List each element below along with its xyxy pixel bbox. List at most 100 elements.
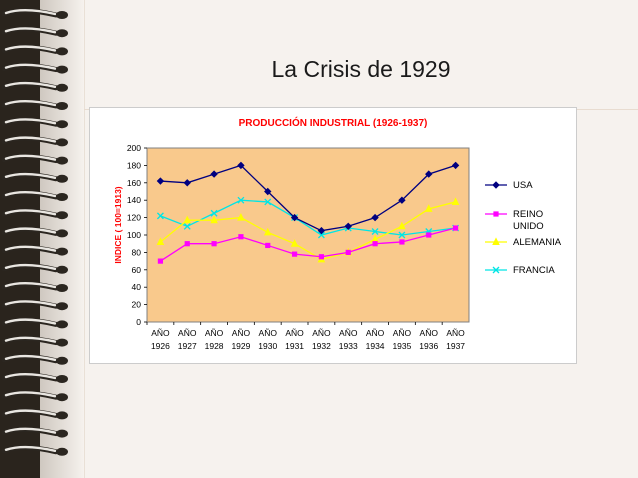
y-tick-label: 120 xyxy=(127,213,141,223)
binder-ring xyxy=(1,62,68,74)
series-line-usa xyxy=(160,164,456,232)
binder-ring xyxy=(1,190,68,201)
legend-item-francia: FRANCIA xyxy=(485,265,555,276)
x-tick-label: 1935 xyxy=(392,341,411,351)
x-tick-label: 1931 xyxy=(285,341,304,351)
binder-ring xyxy=(1,208,68,220)
data-point-reino-unido xyxy=(318,254,325,260)
data-point-reino-unido xyxy=(452,225,459,231)
x-tick-label: 1929 xyxy=(231,341,250,351)
binder-rings xyxy=(1,8,68,456)
legend-marker xyxy=(492,181,500,189)
data-point-usa xyxy=(425,170,433,178)
data-point-alemania xyxy=(451,197,460,205)
y-axis-label: INDICE ( 100=1913) xyxy=(113,186,123,263)
y-tick-label: 20 xyxy=(132,300,142,310)
data-point-francia xyxy=(237,196,245,204)
x-tick-label: AÑO xyxy=(312,328,331,338)
x-tick-label: 1928 xyxy=(205,341,224,351)
data-point-usa xyxy=(344,222,352,231)
data-point-francia xyxy=(210,209,218,217)
data-point-francia xyxy=(371,228,379,235)
x-tick-label: 1927 xyxy=(178,341,197,351)
binder-strip xyxy=(0,0,40,478)
series-usa xyxy=(156,161,460,235)
binder-ring xyxy=(1,317,68,329)
binder-ring xyxy=(1,408,68,420)
x-tick-label: AÑO xyxy=(285,328,304,338)
data-point-alemania xyxy=(183,215,192,224)
binder-ring xyxy=(1,99,68,110)
data-point-usa xyxy=(210,170,218,178)
binder-ring xyxy=(1,354,68,365)
data-point-usa xyxy=(451,161,460,170)
line-chart: PRODUCCIÓN INDUSTRIAL (1926-1937) 0 20 40 60… xyxy=(113,116,562,351)
binder-ring xyxy=(1,390,68,402)
binder-ring xyxy=(1,172,68,183)
data-point-reino-unido xyxy=(157,258,164,264)
legend-item-usa: USA xyxy=(485,180,533,191)
binder-ring xyxy=(1,153,68,165)
data-point-francia xyxy=(156,212,164,220)
x-tick-label: 1926 xyxy=(151,341,170,351)
x-tick-label: AÑO xyxy=(205,328,224,338)
data-point-reino-unido xyxy=(291,251,298,257)
x-tick-label: AÑO xyxy=(178,328,197,338)
binder-ring xyxy=(1,44,68,56)
binder-ring xyxy=(1,135,68,147)
legend-label: REINO xyxy=(513,209,543,220)
binder-ring xyxy=(1,426,68,438)
series-line-reino-unido xyxy=(160,227,456,262)
binder-ring xyxy=(1,263,68,274)
y-tick-label: 160 xyxy=(127,178,141,188)
chart-container: PRODUCCIÓN INDUSTRIAL (1926-1937) 0 20 40 60… xyxy=(89,107,577,364)
series-line-francia xyxy=(160,199,456,236)
binder-ring xyxy=(1,244,68,256)
series-reino-unido xyxy=(157,225,459,264)
y-tick-label: 100 xyxy=(127,230,141,240)
binder-ring xyxy=(1,372,68,383)
legend-marker xyxy=(493,211,499,217)
data-point-reino-unido xyxy=(265,242,271,249)
data-point-alemania xyxy=(237,212,245,221)
series-line-alemania xyxy=(160,201,456,261)
x-tick-label: 1933 xyxy=(339,341,358,351)
data-point-alemania xyxy=(398,221,406,230)
x-tick-label: AÑO xyxy=(366,328,385,338)
y-tick-label: 140 xyxy=(127,195,141,205)
data-point-usa xyxy=(237,161,245,170)
data-point-francia xyxy=(317,231,325,239)
x-tick-label: AÑO xyxy=(232,328,251,338)
data-point-alemania xyxy=(210,215,218,224)
binder-ring xyxy=(1,335,68,347)
binder-ring xyxy=(1,299,68,311)
y-tick-label: 0 xyxy=(136,317,141,327)
data-point-reino-unido xyxy=(345,249,351,255)
data-point-alemania xyxy=(263,227,272,236)
binder-ring xyxy=(1,281,68,292)
legend-item-alemania: ALEMANIA xyxy=(485,237,562,248)
data-point-usa xyxy=(290,213,299,222)
data-point-reino-unido xyxy=(426,232,432,238)
x-tick-label: AÑO xyxy=(259,328,278,338)
data-point-reino-unido xyxy=(184,241,190,247)
legend-label: ALEMANIA xyxy=(513,237,562,248)
legend-label: USA xyxy=(513,180,533,191)
x-tick-label: 1934 xyxy=(366,341,385,351)
legend-marker xyxy=(492,237,500,245)
data-point-alemania xyxy=(424,204,433,212)
data-point-usa xyxy=(317,226,326,235)
data-point-alemania xyxy=(156,237,165,245)
binder-ring xyxy=(1,81,68,92)
data-point-usa xyxy=(264,187,272,196)
x-tick-label: AÑO xyxy=(151,328,170,338)
data-point-reino-unido xyxy=(238,234,244,240)
x-tick-label: AÑO xyxy=(420,328,439,338)
data-point-reino-unido xyxy=(399,239,405,245)
data-point-alemania xyxy=(290,239,299,247)
data-point-usa xyxy=(398,196,406,204)
data-point-usa xyxy=(183,179,191,187)
slide-title: La Crisis de 1929 xyxy=(271,56,451,82)
x-tick-label: 1930 xyxy=(258,341,277,351)
